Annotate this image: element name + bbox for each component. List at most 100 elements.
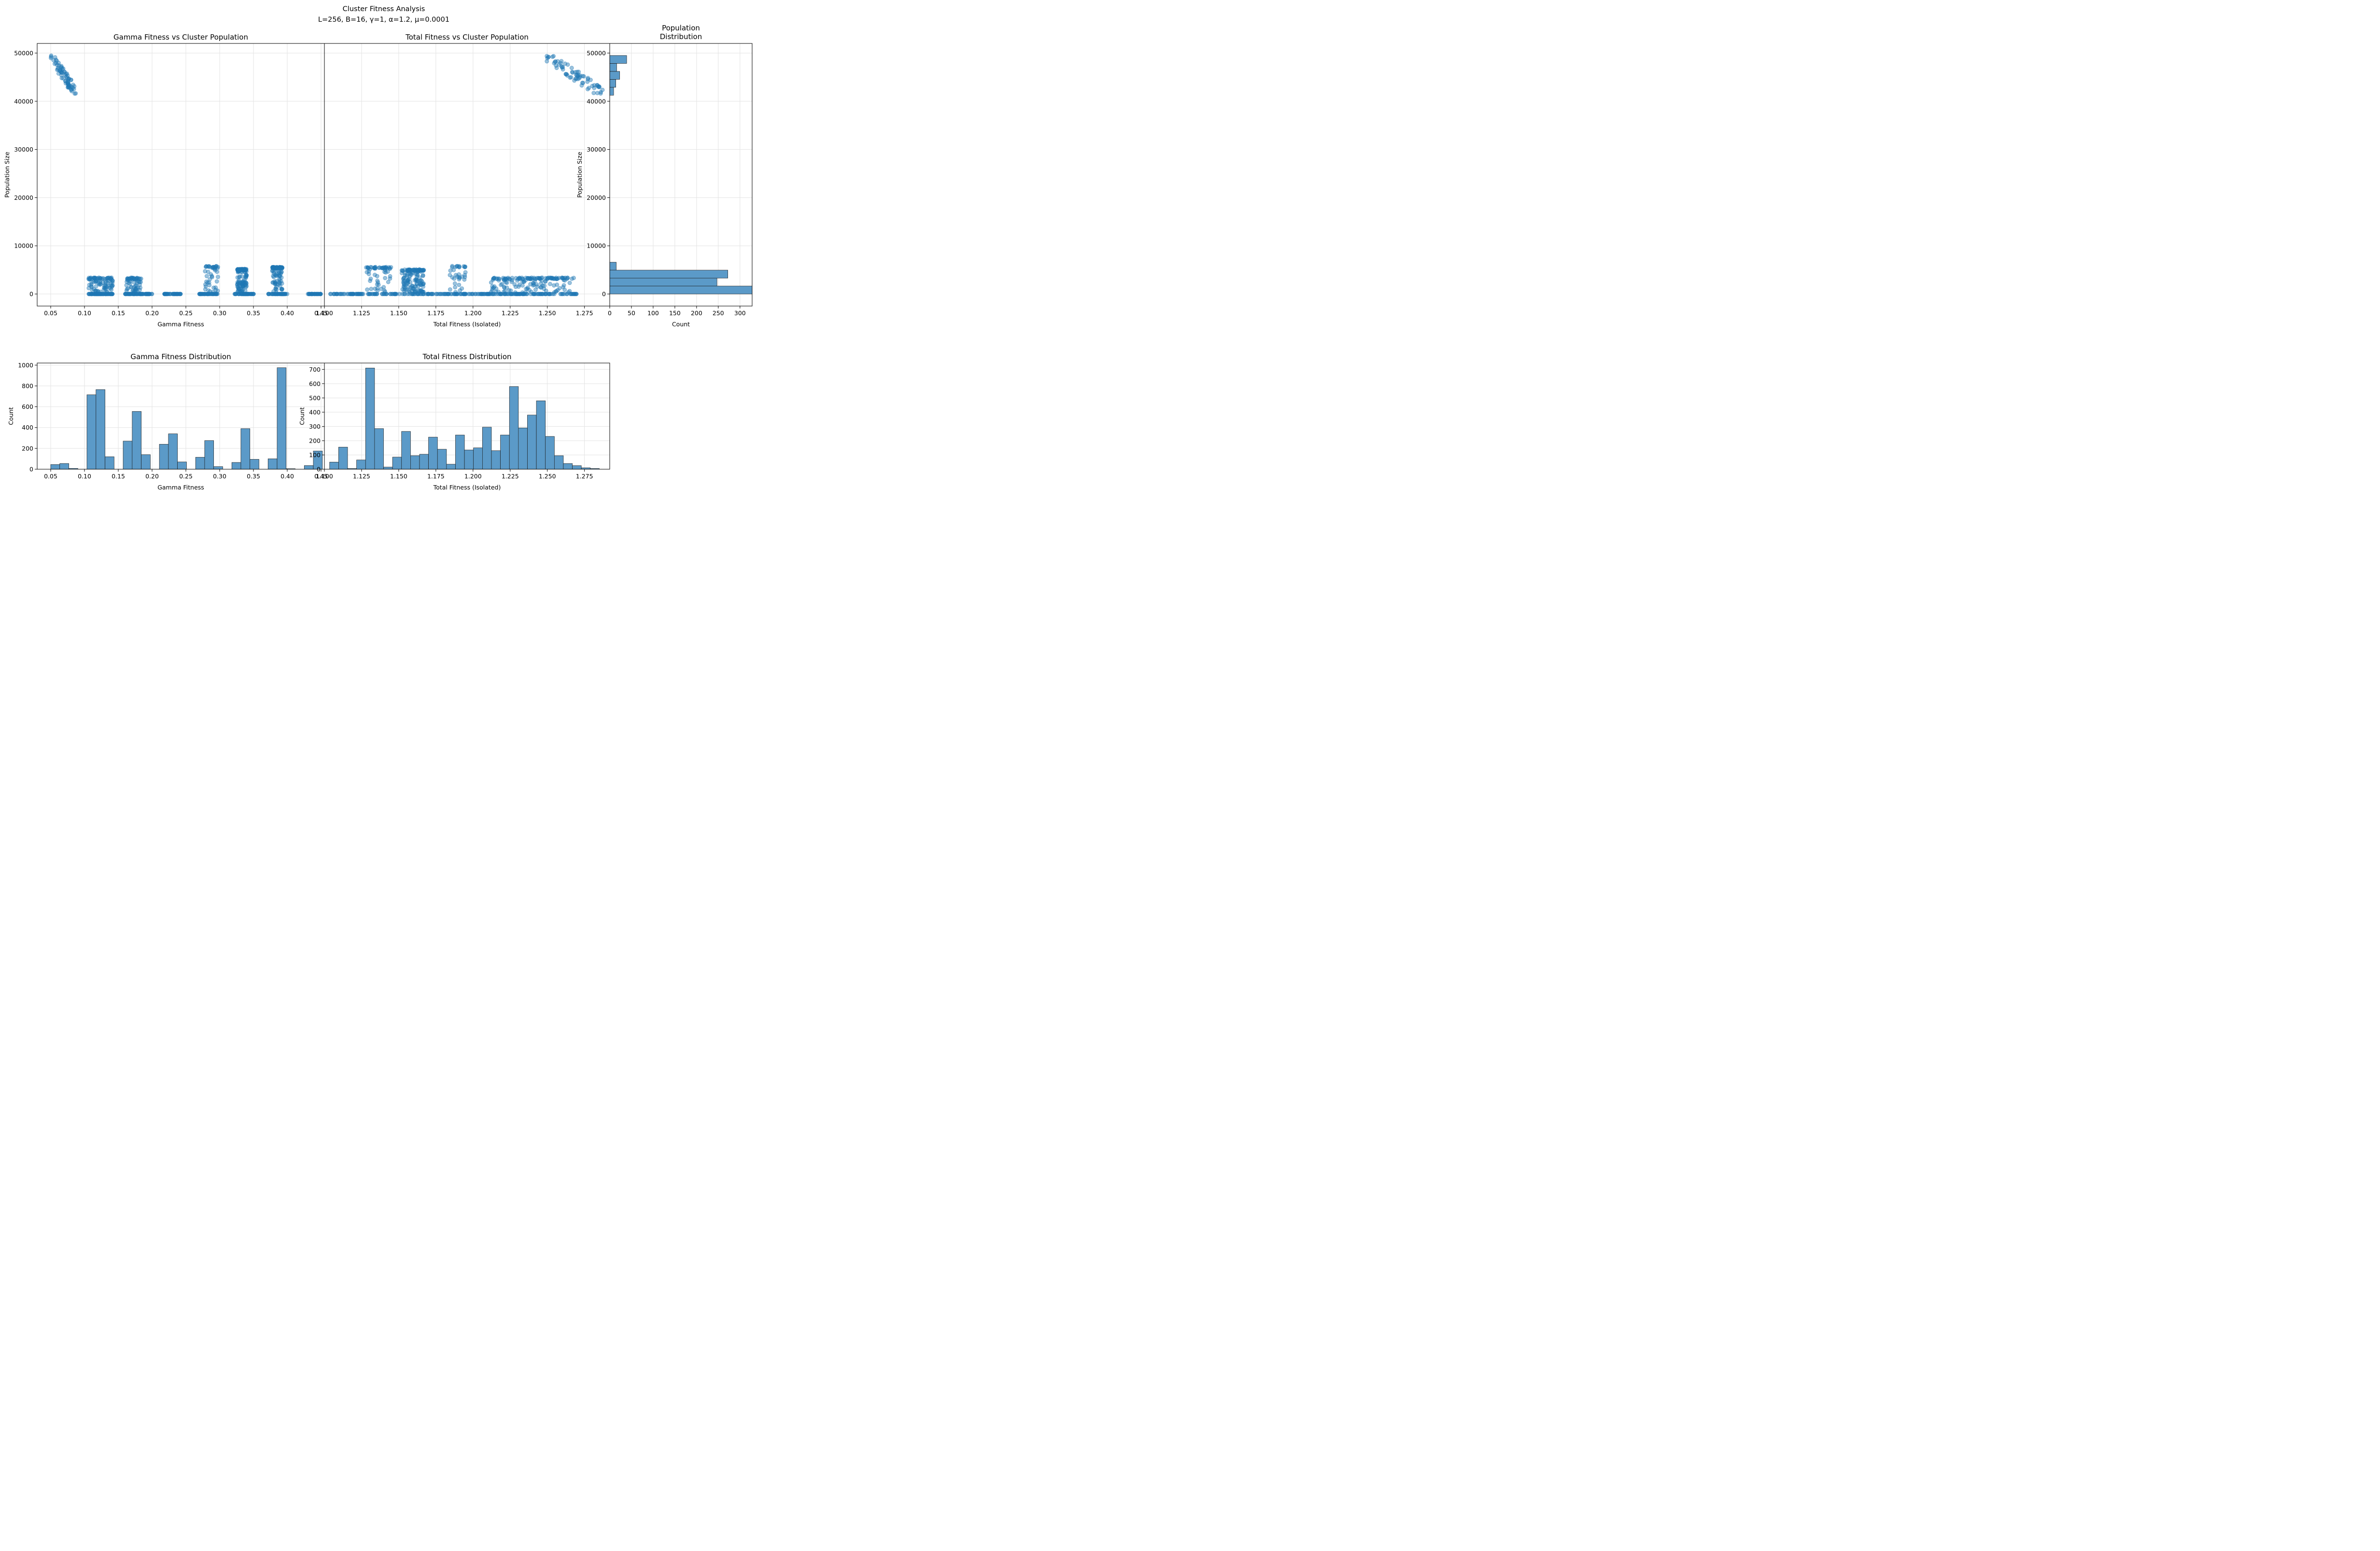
gamma_vs_pop-point [178, 292, 183, 296]
gamma_vs_pop-point [143, 292, 148, 296]
total_vs_pop-xtick-label: 1.225 [502, 309, 519, 317]
total_vs_pop-point [364, 270, 369, 275]
total_hist-bar [464, 449, 474, 470]
gamma_vs_pop-point [244, 284, 249, 289]
gamma_vs_pop-point [124, 288, 129, 293]
gamma_vs_pop-xtick-label: 0.05 [44, 309, 57, 317]
total_vs_pop-point [414, 268, 419, 272]
total_hist-bar [356, 460, 366, 470]
gamma_vs_pop-point [109, 275, 114, 280]
total_vs_pop-points [328, 54, 605, 296]
gamma_vs_pop-point [214, 279, 219, 284]
total_vs_pop-point [453, 265, 458, 269]
total_vs_pop-point [557, 62, 561, 67]
gamma_hist-ytick-label: 200 [22, 445, 33, 452]
gamma_hist-bar [250, 459, 259, 470]
gamma_vs_pop-point [277, 278, 282, 282]
gamma_vs_pop-point [95, 289, 100, 293]
total_vs_pop-point [552, 61, 557, 66]
gamma_hist-xtick-label: 0.35 [247, 473, 260, 480]
total_hist-xtick-label: 1.175 [427, 473, 445, 480]
pop_distribution-ytick-label: 30000 [587, 146, 606, 153]
pop_distribution-bar [609, 270, 728, 279]
total_vs_pop-xtick-label: 1.200 [464, 309, 482, 317]
total_vs_pop-point [373, 273, 377, 277]
gamma_vs_pop-xtick-label: 0.15 [112, 309, 125, 317]
total_vs_pop-point [410, 286, 415, 291]
gamma_vs_pop-point [87, 292, 92, 296]
total_vs_pop-point [538, 285, 543, 290]
total_vs_pop-point [540, 292, 545, 296]
total_hist-bars [329, 367, 600, 470]
total_hist-xtick-label: 1.125 [353, 473, 370, 480]
pop_distribution-xtick-label: 200 [691, 309, 702, 317]
total_vs_pop-point [436, 292, 441, 296]
total_vs_pop-point [381, 285, 386, 290]
gamma_hist-bar [240, 428, 251, 470]
pop_distribution-xlabel: Count [672, 321, 690, 328]
gamma_vs_pop-point [90, 288, 95, 293]
total_vs_pop-point [563, 61, 567, 66]
gamma_hist-bar [177, 461, 187, 470]
total_vs_pop-point [419, 268, 423, 272]
total_vs_pop-point [463, 265, 468, 269]
total_hist-ytick-label: 200 [309, 437, 321, 444]
total_vs_pop-point [365, 287, 369, 292]
pop_distribution-title-line1: Population [662, 24, 700, 32]
gamma_vs_pop-point [171, 292, 176, 296]
gamma_hist-ytick-label: 800 [22, 382, 33, 390]
gamma_vs_pop-point [87, 282, 92, 287]
total_vs_pop-point [368, 279, 372, 283]
total_vs_pop-point [516, 284, 521, 289]
total_vs_pop-point [591, 91, 596, 96]
total_hist-bar [392, 457, 402, 470]
gamma_vs_pop-point [138, 282, 142, 287]
total_vs_pop-point [554, 277, 559, 281]
total_hist-bar [446, 464, 456, 470]
pop_distribution-xtick-label: 100 [647, 309, 659, 317]
gamma_vs_pop-point [280, 287, 284, 292]
gamma_vs_pop-point [139, 292, 144, 296]
total_vs_pop-point [426, 292, 431, 296]
gamma_vs_pop-point [162, 292, 167, 296]
gamma_vs_pop-point [132, 277, 137, 281]
gamma_vs_pop-point [127, 292, 132, 296]
gamma_vs_pop-point [55, 58, 59, 63]
gamma_vs_pop-point [270, 269, 275, 273]
total_hist-ytick-label: 400 [309, 408, 321, 416]
total_vs_pop-point [563, 72, 568, 77]
pop_distribution-xtick-label: 300 [734, 309, 746, 317]
gamma_vs_pop-ytick-label: 50000 [14, 49, 33, 56]
total_vs_pop-point [529, 290, 533, 294]
figure-suptitle-line2: L=256, B=16, γ=1, α=1.2, μ=0.0001 [318, 16, 449, 24]
total_hist-bar [554, 455, 564, 470]
total_vs_pop-point [492, 284, 497, 289]
gamma_vs_pop-point [72, 91, 77, 96]
gamma_hist-bar [59, 463, 69, 470]
total_vs_pop-point [367, 292, 372, 296]
total_hist-xtick-label: 1.100 [316, 473, 333, 480]
gamma-vs-population-panel: 0.05 0.10 0.15 0.20 0.25 0.30 0.35 0.40 0.45 0 100… [3, 33, 328, 328]
total_hist-bar [572, 465, 582, 470]
gamma_hist-bar [159, 444, 169, 470]
pop_distribution-bar [609, 63, 617, 72]
pop_distribution-title-line2: Distribution [660, 32, 702, 41]
total-fitness-histogram-panel: 1.100 1.125 1.150 1.175 1.200 1.225 1.250 1.275… [298, 352, 610, 491]
total_vs_pop-point [499, 282, 503, 287]
total_vs_pop-point [567, 289, 572, 293]
total_vs_pop-point [532, 279, 537, 283]
total_vs_pop-point [494, 277, 499, 281]
gamma_vs_pop-xtick-label: 0.10 [78, 309, 91, 317]
total_vs_pop-point [420, 289, 425, 294]
total_vs_pop-point [446, 292, 450, 296]
total_vs_pop-point [405, 287, 410, 292]
total_vs_pop-point [526, 277, 531, 281]
total_hist-bar [545, 436, 555, 470]
total_hist-ytick-label: 300 [309, 423, 321, 430]
gamma_vs_pop-xtick-label: 0.35 [247, 309, 260, 317]
gamma_vs_pop-ylabel: Population Size [3, 152, 11, 198]
pop_distribution-bar [609, 87, 614, 96]
total_vs_pop-point [420, 273, 425, 278]
gamma_vs_pop-point [108, 292, 113, 296]
gamma_vs_pop-xtick-label: 0.40 [280, 309, 294, 317]
